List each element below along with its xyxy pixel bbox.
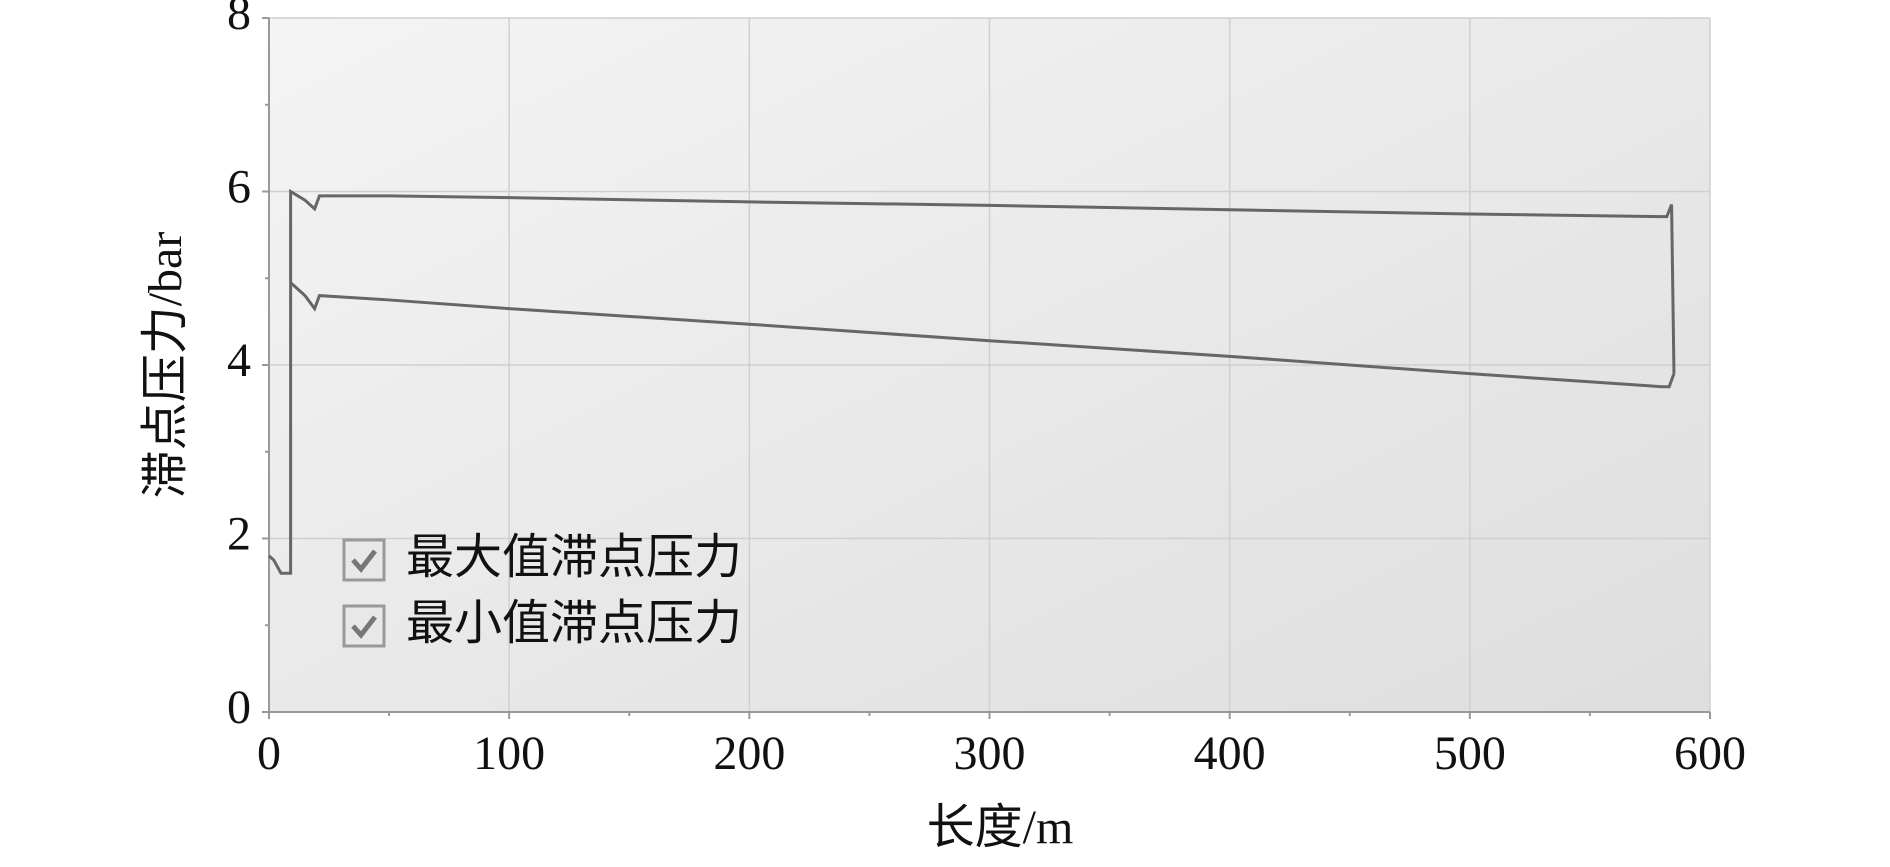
x-tick-label: 200 [713,727,785,780]
y-tick-label: 2 [227,508,251,561]
legend-label: 最小值滞点压力 [406,597,742,650]
legend-checkbox[interactable] [342,538,386,582]
x-tick-label: 0 [257,727,281,780]
legend-check [351,615,377,639]
y-tick-label: 4 [227,334,251,387]
line-series [289,281,1676,389]
legend-label: 最大值滞点压力 [406,531,742,584]
y-tick-label: 0 [227,681,251,734]
x-tick-label: 600 [1674,727,1746,780]
x-tick-label: 500 [1434,727,1506,780]
x-axis-label: 长度/m [927,801,1074,854]
legend-checkbox[interactable] [342,604,386,648]
y-axis-label: 滞点压力/bar [139,232,192,499]
legend-check [351,549,377,573]
y-tick-label: 8 [227,0,251,40]
x-tick-label: 400 [1194,727,1266,780]
line-series [267,188,1676,575]
x-tick-label: 100 [473,727,545,780]
x-tick-label: 300 [954,727,1026,780]
y-tick-label: 6 [227,161,251,214]
